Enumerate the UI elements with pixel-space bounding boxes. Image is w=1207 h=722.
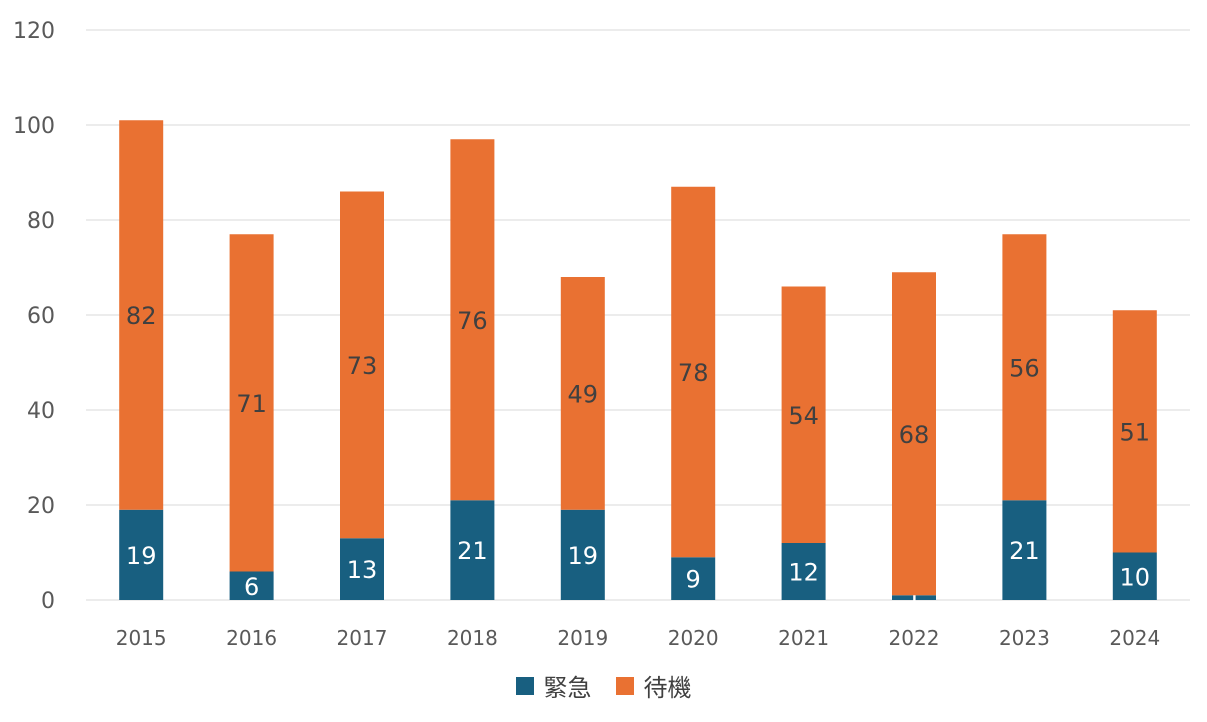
data-label-emergency: 13	[347, 556, 378, 584]
data-label-standby: 56	[1009, 354, 1040, 382]
legend-label-emergency: 緊急	[543, 674, 592, 702]
legend-item-standby: 待機	[615, 668, 692, 703]
x-tick-label: 2022	[889, 626, 940, 650]
data-label-emergency: 6	[244, 573, 259, 601]
y-tick-label: 0	[41, 589, 55, 614]
data-label-emergency: 9	[686, 566, 701, 594]
data-label-emergency: 19	[568, 542, 599, 570]
x-tick-label: 2017	[337, 626, 388, 650]
x-tick-label: 2019	[557, 626, 608, 650]
y-tick-label: 20	[27, 494, 55, 519]
bar-segment-emergency	[340, 538, 384, 600]
x-tick-label: 2018	[447, 626, 498, 650]
bar-segment-emergency	[119, 509, 164, 600]
data-label-emergency: 12	[788, 559, 819, 587]
legend-swatch-standby	[615, 676, 634, 695]
bar-segment-emergency	[450, 500, 495, 600]
data-label-standby: 82	[126, 302, 157, 330]
bar-segment-standby	[450, 139, 495, 501]
y-tick-label: 120	[13, 19, 55, 44]
bar-segment-emergency	[671, 557, 716, 600]
data-label-standby: 71	[236, 390, 267, 418]
data-label-emergency: 19	[126, 542, 157, 570]
bar-segment-standby	[892, 272, 936, 596]
y-tick-label: 60	[27, 304, 55, 329]
data-label-standby: 54	[788, 402, 819, 430]
x-tick-label: 2016	[226, 626, 277, 650]
bar-segment-emergency	[560, 509, 605, 600]
data-label-standby: 78	[678, 359, 709, 387]
legend-item-emergency: 緊急	[515, 668, 592, 703]
bar-segment-emergency	[1112, 552, 1157, 600]
bar-segment-standby	[1002, 234, 1047, 501]
bar-segment-emergency	[1002, 500, 1047, 600]
legend: 緊急 待機	[0, 668, 1207, 703]
bar-segment-standby	[1112, 310, 1157, 553]
bar-segment-emergency	[229, 571, 274, 600]
data-label-emergency: 21	[457, 537, 488, 565]
x-tick-label: 2024	[1109, 626, 1160, 650]
data-label-emergency: 21	[1009, 537, 1040, 565]
bar-segment-standby	[781, 286, 826, 543]
legend-swatch-emergency	[515, 676, 534, 695]
data-label-standby: 76	[457, 307, 488, 335]
legend-label-standby: 待機	[643, 674, 692, 702]
data-label-standby: 68	[899, 421, 930, 449]
x-tick-label: 2021	[778, 626, 829, 650]
x-tick-label: 2015	[116, 626, 167, 650]
x-tick-label: 2023	[999, 626, 1050, 650]
data-label-standby: 73	[347, 352, 378, 380]
y-tick-label: 100	[13, 114, 55, 139]
y-tick-label: 40	[27, 399, 55, 424]
data-label-standby: 51	[1120, 418, 1151, 446]
bar-segment-emergency	[892, 595, 936, 600]
data-label-emergency: 10	[1120, 563, 1151, 591]
bar-segment-standby	[560, 277, 605, 510]
bar-segment-standby	[340, 191, 384, 539]
data-label-standby: 49	[568, 380, 599, 408]
bar-segment-emergency	[781, 543, 826, 600]
bar-segment-standby	[119, 120, 164, 510]
bar-segment-standby	[671, 186, 716, 558]
y-tick-label: 80	[27, 209, 55, 234]
bar-segment-standby	[229, 234, 274, 572]
x-tick-label: 2020	[668, 626, 719, 650]
